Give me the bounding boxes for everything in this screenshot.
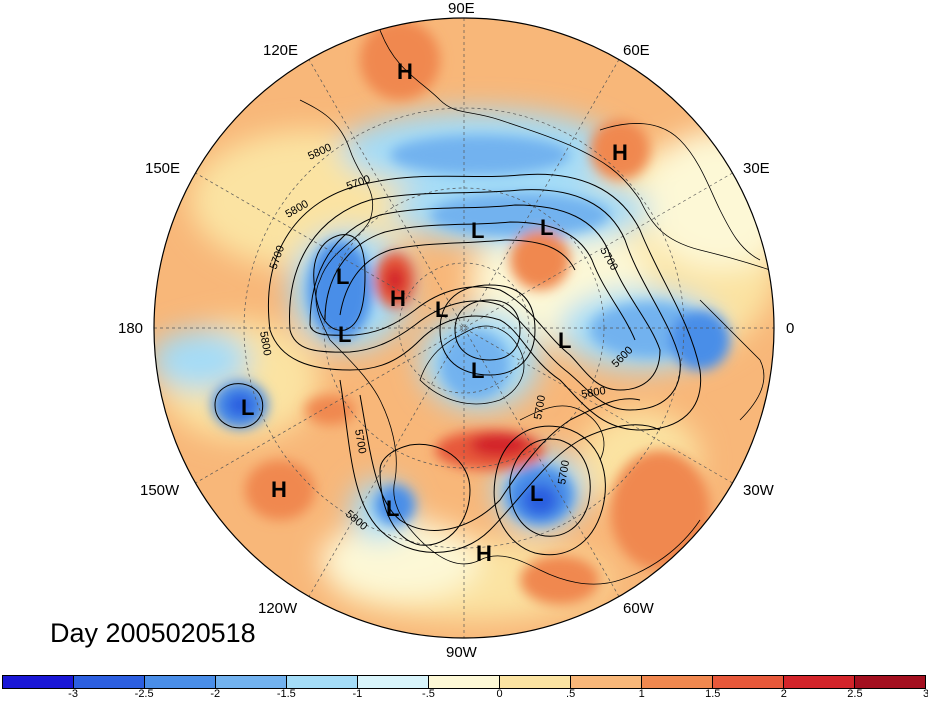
chart-title: Day 2005020518: [50, 618, 256, 648]
colorbar-tick-label: 2.5: [847, 688, 863, 700]
low-center: L: [338, 322, 351, 347]
low-center: L: [386, 496, 399, 521]
contour-label: 5800: [257, 330, 273, 356]
high-center: H: [271, 477, 287, 502]
colorbar-tick-label: -1: [352, 688, 363, 700]
colorbar-tick-label: 2: [780, 688, 787, 700]
colorbar-segment: [145, 676, 216, 688]
low-center: L: [471, 218, 484, 243]
lon-label-150w: 150W: [140, 482, 180, 499]
lon-label-30w: 30W: [743, 482, 774, 499]
map-border: [153, 17, 775, 639]
colorbar-tick-label: 1: [638, 688, 645, 700]
colorbar-segment: [429, 676, 500, 688]
contour-label: 5800: [580, 385, 606, 401]
colorbar-tick-label: -1.5: [276, 688, 296, 700]
lon-label-150e: 150E: [145, 160, 181, 177]
high-center: H: [397, 59, 413, 84]
colorbar-segment: [642, 676, 713, 688]
coastlines: [299, 29, 771, 585]
lon-label-120e: 120E: [263, 42, 299, 59]
contour-label: 5700: [352, 428, 368, 454]
colorbar-tick-labels: -3 -2.5 -2 -1.5 -1 -.5 0 .5 1 1.5 2 2.5 3: [2, 688, 928, 702]
colorbar: [2, 675, 926, 689]
anomaly-field: [154, 18, 774, 638]
colorbar-tick-label: -2: [210, 688, 221, 700]
colorbar-tick-label: .5: [566, 688, 576, 700]
high-center: H: [476, 541, 492, 566]
pressure-centers: H H H H H L L L L L L L L L L: [241, 59, 628, 566]
colorbar-segment: [855, 676, 925, 688]
low-center: L: [471, 358, 484, 383]
colorbar-tick-label: 0: [496, 688, 503, 700]
low-center: L: [336, 264, 349, 289]
colorbar-segment: [784, 676, 855, 688]
colorbar-segment: [571, 676, 642, 688]
lon-label-180: 180: [118, 320, 144, 337]
colorbar-tick-label: -2.5: [134, 688, 154, 700]
low-center: L: [558, 328, 571, 353]
colorbar-segment: [358, 676, 429, 688]
colorbar-tick-label: 3: [922, 688, 928, 700]
colorbar-tick-label: -.5: [422, 688, 435, 700]
contour-label: 5700: [556, 459, 572, 485]
low-center: L: [540, 215, 553, 240]
lon-label-30e: 30E: [743, 160, 770, 177]
high-center: H: [612, 140, 628, 165]
lon-label-120w: 120W: [258, 600, 298, 617]
colorbar-segment: [713, 676, 784, 688]
colorbar-tick-label: -3: [68, 688, 78, 700]
graticule: [154, 18, 774, 638]
lon-label-90e: 90E: [448, 0, 475, 17]
colorbar-tick-label: 1.5: [705, 688, 721, 700]
high-center: H: [390, 286, 406, 311]
colorbar-segment: [74, 676, 145, 688]
low-center: L: [530, 481, 543, 506]
height-contours: [214, 173, 702, 556]
low-center: L: [241, 395, 254, 420]
colorbar-segment: [216, 676, 287, 688]
lon-label-0: 0: [786, 320, 795, 337]
lon-label-60w: 60W: [623, 600, 654, 617]
colorbar-segment: [500, 676, 571, 688]
lon-label-60e: 60E: [623, 42, 650, 59]
colorbar-segment: [287, 676, 358, 688]
lon-label-90w: 90W: [446, 644, 477, 661]
low-center: L: [435, 297, 448, 322]
contour-label: 5700: [532, 394, 548, 420]
colorbar-segment: [3, 676, 74, 688]
